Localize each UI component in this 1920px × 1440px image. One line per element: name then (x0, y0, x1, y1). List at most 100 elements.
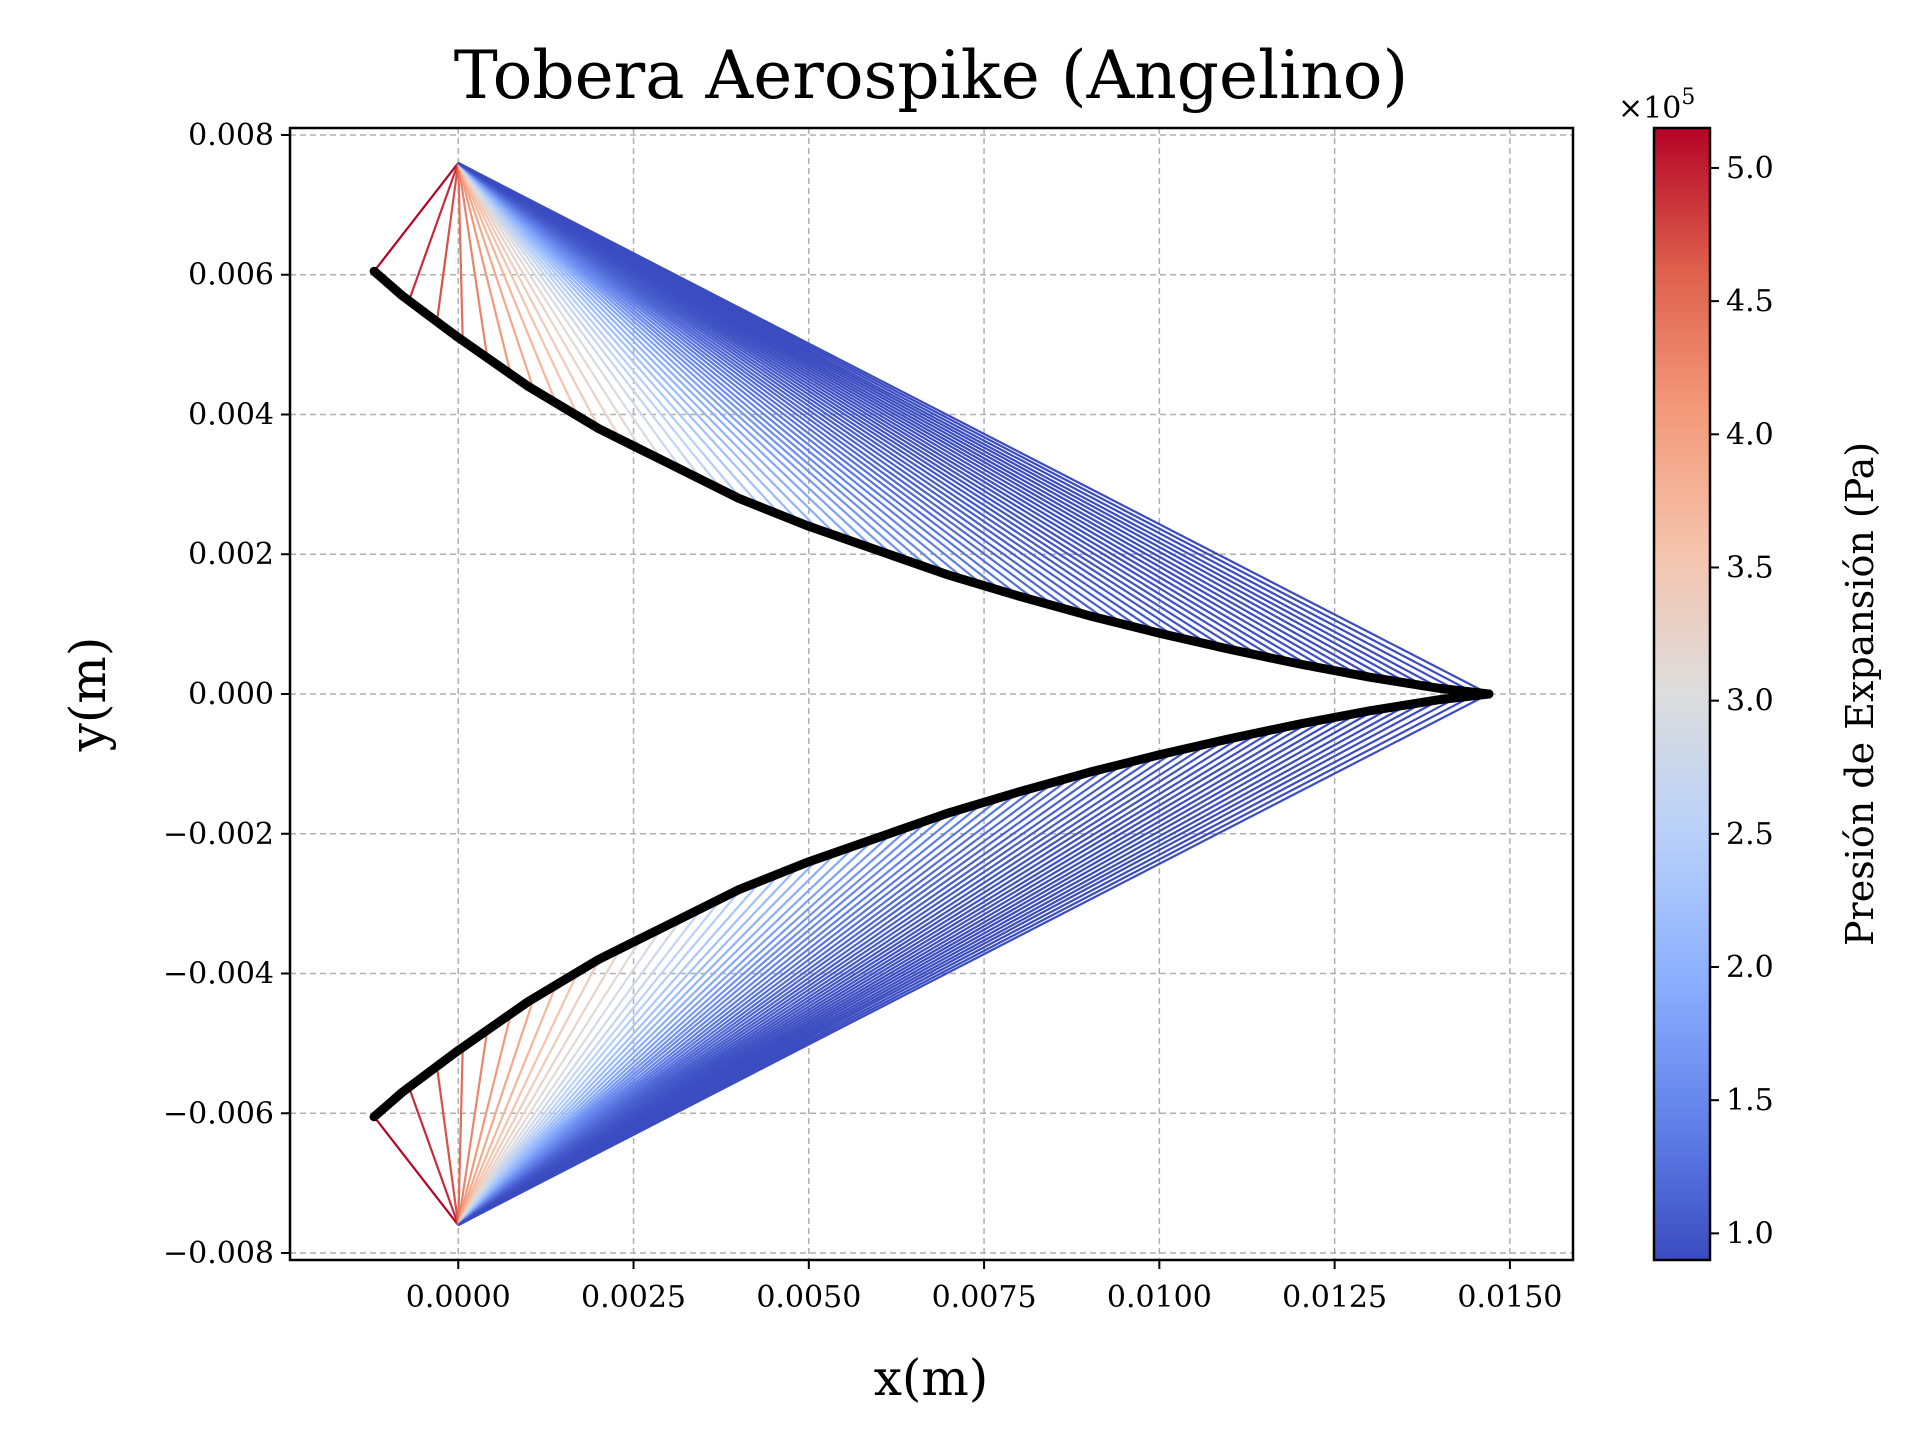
expansion-line-upper (373, 162, 460, 272)
expansion-line-lower (407, 1086, 460, 1226)
colorbar-tick-label: 3.0 (1726, 684, 1774, 719)
expansion-line-upper (457, 162, 1003, 592)
expansion-line-upper (407, 162, 460, 302)
x-tick-label: 0.0075 (932, 1280, 1037, 1315)
x-tick-label: 0.0050 (756, 1280, 861, 1315)
y-axis-ticks: −0.008 −0.006 −0.004 −0.002 0.000 0.002 0.004 0… (163, 118, 290, 1271)
y-tick-label: −0.008 (163, 1236, 274, 1271)
expansion-line-lower (457, 812, 949, 1226)
expansion-line-upper (457, 162, 558, 404)
expansion-line-lower (457, 917, 684, 1226)
expansion-line-lower (457, 947, 622, 1226)
y-axis-label: y(m) (59, 637, 117, 753)
x-axis-ticks: 0.0000 0.0025 0.0050 0.0075 0.0100 0.0125 0.01… (406, 1260, 1562, 1315)
expansion-line-upper (457, 162, 1020, 598)
expansion-line-upper (457, 162, 704, 481)
expansion-line-lower (457, 693, 1490, 1227)
expansion-line-upper (457, 162, 663, 461)
expansion-line-upper (457, 162, 684, 471)
expansion-line-lower (457, 971, 580, 1226)
expansion-line-lower (457, 837, 876, 1226)
expansion-line-lower (457, 850, 839, 1226)
y-tick-label: −0.006 (163, 1096, 274, 1131)
chart-title: Tobera Aerospike (Angelino) (454, 37, 1409, 114)
spike-contour-upper (369, 266, 1494, 699)
y-tick-label: −0.004 (163, 957, 274, 992)
colorbar-tick-label: 2.0 (1726, 950, 1774, 985)
expansion-line-lower (457, 927, 663, 1226)
expansion-line-upper (457, 161, 1490, 695)
expansion-line-lower (457, 958, 601, 1226)
expansion-line-upper (457, 162, 464, 341)
expansion-line-lower (457, 907, 704, 1226)
colorbar-tick-label: 3.5 (1726, 550, 1774, 585)
y-tick-label: 0.006 (188, 258, 274, 293)
y-tick-label: 0.004 (188, 397, 274, 432)
expansion-line-upper (457, 162, 967, 582)
expansion-line-upper (457, 162, 857, 544)
x-tick-label: 0.0000 (406, 1280, 511, 1315)
colorbar-tick-label: 1.5 (1726, 1083, 1774, 1118)
expansion-line-lower (457, 790, 1020, 1226)
x-tick-label: 0.0125 (1282, 1280, 1387, 1315)
colorbar-frame (1652, 126, 1712, 1262)
colorbar-ticks: 1.0 1.5 2.0 2.5 3.0 3.5 4.0 4.5 5.0 (1710, 151, 1774, 1251)
expansion-line-upper (457, 162, 894, 557)
expansion-line-upper (457, 162, 820, 531)
colorbar-tick-label: 1.0 (1726, 1216, 1774, 1251)
expansion-line-upper (457, 162, 913, 563)
expansion-line-upper (457, 162, 949, 576)
expansion-lines (373, 161, 1490, 1227)
spike-contour-lower (369, 689, 1494, 1122)
x-tick-label: 0.0150 (1457, 1280, 1562, 1315)
expansion-line-lower (457, 806, 967, 1226)
expansion-line-upper (457, 162, 763, 509)
expansion-line-upper (457, 162, 985, 587)
expansion-line-lower (457, 801, 985, 1226)
expansion-line-lower (457, 796, 1003, 1226)
expansion-line-lower (457, 1047, 464, 1226)
x-axis-label: x(m) (874, 1349, 989, 1407)
expansion-line-upper (457, 162, 622, 441)
expansion-line-upper (457, 162, 724, 491)
expansion-line-upper (457, 162, 876, 551)
expansion-line-upper (457, 162, 743, 501)
colorbar-tick-label: 4.0 (1726, 417, 1774, 452)
spike-contour (369, 266, 1494, 1122)
expansion-line-lower (457, 984, 558, 1226)
x-tick-label: 0.0025 (581, 1280, 686, 1315)
colorbar-tick-label: 4.5 (1726, 284, 1774, 319)
expansion-line-upper (457, 162, 782, 516)
expansion-line-upper (457, 162, 839, 538)
expansion-line-lower (457, 825, 913, 1226)
y-tick-label: −0.002 (163, 817, 274, 852)
expansion-line-upper (457, 162, 535, 391)
expansion-line-upper (457, 162, 601, 430)
x-tick-label: 0.0100 (1107, 1280, 1212, 1315)
expansion-line-lower (373, 1116, 460, 1226)
expansion-line-lower (457, 857, 820, 1226)
expansion-line-lower (457, 831, 894, 1226)
expansion-line-lower (457, 1013, 512, 1226)
expansion-line-lower (457, 897, 724, 1226)
colorbar-tick-label: 2.5 (1726, 817, 1774, 852)
y-tick-label: 0.002 (188, 537, 274, 572)
expansion-line-lower (457, 844, 857, 1226)
colorbar-label: Presión de Expansión (Pa) (1838, 442, 1882, 946)
expansion-line-lower (435, 1066, 460, 1226)
colorbar-gradient (1654, 128, 1710, 1260)
expansion-line-lower (457, 997, 535, 1226)
expansion-line-upper (457, 162, 580, 417)
expansion-line-upper (435, 162, 460, 322)
colorbar-exponent: ×105 (1618, 85, 1695, 126)
grid (290, 128, 1573, 1260)
y-tick-label: 0.008 (188, 118, 274, 153)
expansion-line-lower (457, 872, 782, 1226)
expansion-line-upper (457, 162, 931, 570)
y-tick-label: 0.000 (188, 677, 274, 712)
expansion-line-upper (457, 162, 643, 451)
expansion-line-upper (457, 162, 801, 524)
colorbar-tick-label: 5.0 (1726, 151, 1774, 186)
expansion-line-lower (457, 879, 763, 1226)
